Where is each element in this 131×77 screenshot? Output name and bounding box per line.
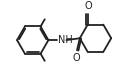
Text: O: O: [85, 1, 92, 11]
Text: O: O: [72, 53, 80, 63]
Text: NH: NH: [58, 35, 72, 45]
